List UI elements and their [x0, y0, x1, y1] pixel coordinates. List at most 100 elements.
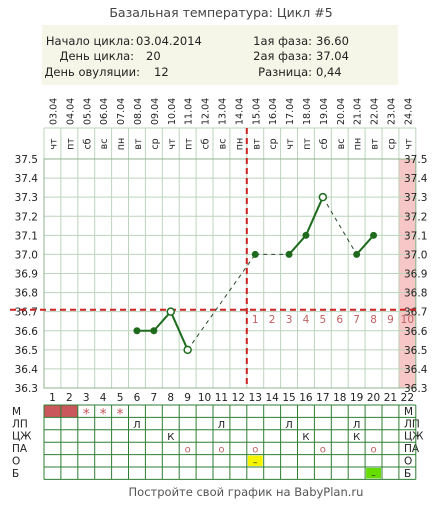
post-ovulation-day-number: 5 — [320, 314, 327, 326]
date-label: 19.04 — [319, 98, 330, 125]
temperature-point — [285, 250, 293, 258]
y-tick-label-right: 37.0 — [404, 249, 427, 261]
y-tick-label-right: 37.1 — [404, 230, 427, 242]
weekday-label: вс — [336, 139, 347, 150]
y-tick-label-right: 36.3 — [404, 383, 427, 395]
spotting-star: * — [117, 406, 124, 422]
y-tick-label-right: 37.2 — [404, 211, 427, 223]
row-label-left: О — [12, 456, 20, 468]
day-number: 6 — [134, 392, 141, 404]
temperature-gap-segment — [187, 254, 256, 351]
weekday-label: чт — [48, 138, 59, 150]
row-label-left: М — [12, 406, 21, 418]
date-label: 07.04 — [116, 98, 127, 125]
temperature-point — [133, 327, 141, 335]
date-label: 17.04 — [285, 98, 296, 125]
date-label: 10.04 — [167, 98, 178, 125]
day-number: 18 — [333, 392, 346, 404]
spotting-star: * — [83, 406, 90, 422]
weekday-label: пн — [234, 138, 245, 150]
day-number: 17 — [316, 392, 329, 404]
date-label: 18.04 — [302, 98, 313, 125]
date-label: 23.04 — [386, 98, 397, 125]
info-panel — [42, 25, 398, 85]
lp-mark: Л — [218, 420, 226, 431]
day-number: 9 — [184, 392, 191, 404]
temperature-line-segment — [305, 196, 324, 236]
date-label: 14.04 — [234, 98, 245, 125]
weekday-label: пн — [116, 138, 127, 150]
weekday-label: пн — [353, 138, 364, 150]
y-tick-label-left: 37.1 — [15, 230, 38, 242]
czh-mark: К — [302, 432, 309, 443]
pa-mark: о — [185, 445, 191, 456]
y-tick-label-left: 36.4 — [15, 364, 39, 376]
weekday-label: сб — [82, 138, 93, 149]
weekday-label: пт — [302, 138, 313, 150]
pregnancy-test-mark: – — [371, 470, 376, 480]
y-tick-label-left: 37.3 — [15, 192, 38, 204]
footer-text: Постройте свой график на BabyPlan.ru — [129, 485, 364, 499]
lp-mark: Л — [133, 420, 141, 431]
weekday-label: чт — [167, 138, 178, 150]
row-label-right: М — [404, 406, 413, 418]
phase1-label: 1ая фаза: — [253, 34, 312, 48]
cycle-start-label: Начало цикла: — [46, 34, 134, 48]
lp-mark: Л — [353, 420, 361, 431]
row-label-right: ЦЖ — [404, 431, 424, 443]
temperature-point-open — [183, 345, 192, 355]
weekday-label: вс — [99, 139, 110, 150]
weekday-label: вт — [133, 138, 144, 150]
difference-label: Разница: — [258, 65, 312, 79]
weekday-label: вт — [251, 138, 262, 150]
weekday-label: ср — [150, 138, 161, 149]
weekday-label: сб — [319, 138, 330, 149]
date-label: 04.04 — [65, 98, 76, 125]
post-ovulation-day-number: 2 — [269, 314, 276, 326]
temperature-line-segment — [355, 234, 375, 256]
ovulation-test-mark: – — [253, 458, 258, 468]
y-tick-label-right: 36.8 — [404, 288, 427, 300]
cycle-day-value: 20 — [146, 49, 161, 63]
y-tick-label-right: 37.5 — [404, 154, 427, 166]
y-tick-label-left: 36.7 — [15, 307, 38, 319]
temperature-point — [353, 250, 361, 258]
row-label-left: ПА — [12, 443, 28, 455]
post-ovulation-day-number: 7 — [353, 314, 360, 326]
czh-mark: К — [353, 432, 360, 443]
pa-mark: о — [218, 445, 224, 456]
date-label: 11.04 — [184, 98, 195, 125]
weekday-label: вс — [217, 139, 228, 150]
chart-title: Базальная температура: Цикл #5 — [109, 5, 332, 20]
pa-mark: о — [320, 445, 326, 456]
date-label: 15.04 — [251, 98, 262, 125]
day-number: 22 — [401, 392, 414, 404]
weekday-label: ср — [268, 138, 279, 149]
lp-mark: Л — [285, 420, 293, 431]
y-tick-label-left: 36.8 — [15, 288, 38, 300]
temperature-point — [302, 231, 310, 239]
temperature-gap-segment — [322, 196, 358, 255]
date-label: 16.04 — [268, 98, 279, 125]
post-ovulation-day-number: 1 — [252, 314, 259, 326]
y-tick-label-left: 36.3 — [15, 383, 38, 395]
y-tick-label-left: 36.6 — [15, 326, 39, 338]
phase1-value: 36.60 — [316, 34, 349, 48]
y-tick-label-right: 36.7 — [404, 307, 427, 319]
row-label-right: ПА — [404, 443, 420, 455]
day-number: 8 — [167, 392, 174, 404]
difference-value: 0,44 — [316, 65, 342, 79]
day-number: 14 — [265, 392, 279, 404]
row-label-right: Б — [404, 468, 411, 480]
day-number: 21 — [384, 392, 397, 404]
date-label: 03.04 — [48, 98, 59, 125]
y-tick-label-left: 37.0 — [15, 249, 38, 261]
phase2-value: 37.04 — [316, 49, 349, 63]
temperature-point — [370, 231, 378, 239]
cycle-start-value: 03.04.2014 — [136, 34, 202, 48]
ovulation-day-value: 12 — [154, 65, 169, 79]
temperature-line-segment — [169, 311, 189, 351]
weekday-label: ср — [386, 138, 397, 149]
